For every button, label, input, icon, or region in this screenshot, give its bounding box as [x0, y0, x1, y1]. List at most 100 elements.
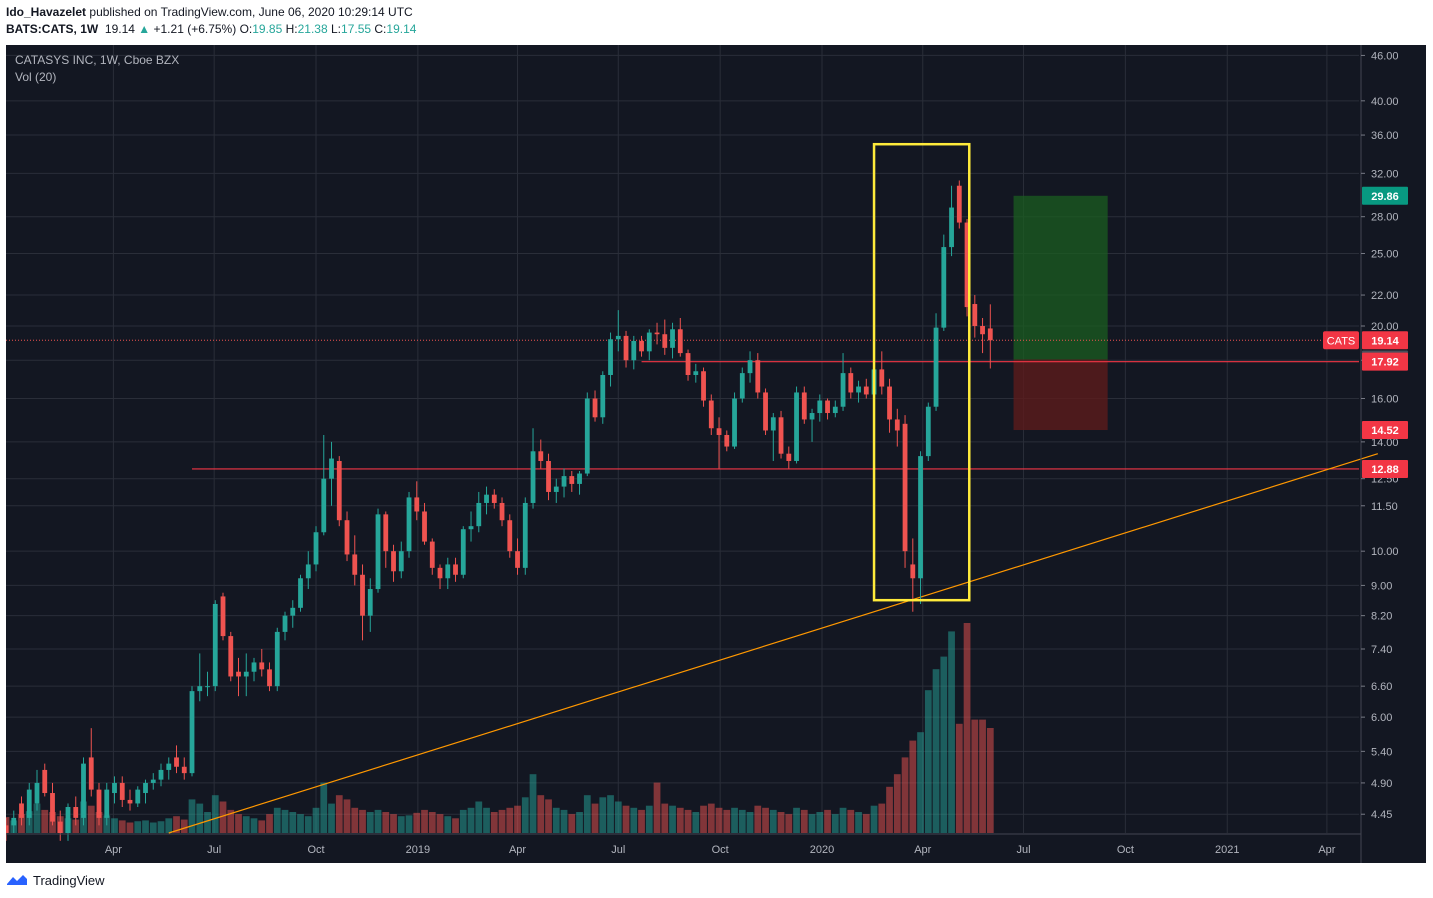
volume-bar — [452, 818, 459, 833]
volume-bar — [529, 774, 537, 833]
candle-body — [910, 564, 916, 579]
close-value: 19.14 — [386, 22, 417, 36]
candle-body — [739, 373, 745, 399]
volume-bar — [940, 656, 948, 833]
volume-bar — [421, 809, 428, 833]
candle-body — [809, 413, 815, 420]
candle-body — [848, 373, 854, 393]
candle-body — [220, 596, 226, 637]
volume-bar — [498, 809, 506, 833]
volume-bar — [343, 799, 351, 833]
volume-bar — [986, 728, 994, 833]
y-tick-label: 9.00 — [1371, 580, 1392, 592]
candle-body — [778, 417, 784, 454]
y-tick-label: 32.00 — [1371, 168, 1399, 180]
candle-body — [964, 222, 970, 308]
tradingview-logo-icon[interactable] — [6, 873, 28, 887]
volume-bar — [723, 809, 731, 833]
price-chart[interactable]: 46.00 40.00 36.00 32.00 28.00 25.00 22.00 20.00… — [6, 45, 1426, 863]
volume-bar — [839, 807, 847, 833]
candle-body — [398, 551, 404, 572]
chart-header: Ido_Havazelet published on TradingView.c… — [6, 4, 416, 38]
last-price: 19.14 — [104, 22, 135, 36]
symbol-tag-label: CATS — [1327, 335, 1356, 347]
volume-bar — [777, 812, 785, 833]
price-label — [1362, 421, 1408, 440]
volume-bar — [87, 805, 95, 833]
candle-body — [65, 806, 71, 833]
volume-bar — [932, 669, 940, 833]
y-tick-label: 5.40 — [1371, 746, 1392, 758]
volume-bar — [901, 757, 909, 833]
y-tick-label: 22.00 — [1371, 290, 1399, 302]
volume-bar — [847, 809, 855, 833]
volume-bar — [591, 803, 599, 833]
candle-body — [522, 502, 528, 568]
y-tick-label: 10.00 — [1371, 546, 1399, 558]
volume-bar — [924, 690, 932, 833]
volume-bar — [258, 820, 266, 833]
price-label-text: 12.88 — [1371, 464, 1399, 476]
candle-body — [732, 398, 737, 447]
volume-bar — [273, 807, 281, 833]
price-label-text: 17.92 — [1371, 357, 1399, 369]
volume-bar — [630, 807, 638, 833]
chart-title: CATASYS INC, 1W, Cboe BZX — [15, 53, 179, 67]
volume-bar — [870, 805, 878, 833]
symbol-label: BATS:CATS, 1W — [6, 22, 99, 36]
y-tick-label: 28.00 — [1371, 212, 1399, 224]
change-arrow-icon: ▲ — [138, 22, 151, 36]
candle-body — [360, 574, 365, 616]
volume-bar — [467, 807, 475, 833]
price-change: +1.21 (+6.75%) — [153, 22, 237, 36]
volume-bar — [335, 795, 343, 833]
y-tick-label: 4.90 — [1371, 778, 1392, 790]
price-label-text: 29.86 — [1371, 191, 1399, 203]
volume-bar — [800, 809, 808, 833]
candle-body — [685, 353, 691, 376]
candle-body — [375, 514, 381, 590]
volume-bar — [304, 816, 312, 833]
candle-body — [135, 789, 141, 804]
brand-label[interactable]: TradingView — [33, 872, 105, 888]
x-tick-label: 2019 — [406, 844, 430, 856]
candle-body — [391, 551, 396, 572]
volume-bar — [762, 807, 769, 833]
volume-bar — [219, 801, 227, 833]
high-value: 21.38 — [297, 22, 328, 36]
volume-bar — [366, 812, 374, 833]
candle-body — [693, 371, 699, 376]
symbol-tag — [1323, 331, 1359, 350]
candle-body — [887, 386, 892, 420]
volume-bar — [754, 805, 762, 833]
candle-body — [88, 757, 94, 790]
footer: TradingView — [6, 870, 105, 890]
price-label-text: 14.52 — [1371, 425, 1399, 437]
volume-bar — [72, 819, 80, 833]
volume-bar — [173, 816, 180, 833]
candle-body — [212, 603, 218, 687]
volume-bar — [917, 732, 924, 833]
candle-body — [150, 779, 156, 783]
volume-bar — [785, 814, 793, 833]
candle-body — [515, 551, 520, 568]
candle-body — [600, 375, 606, 418]
candle-body — [267, 669, 272, 687]
candle-body — [26, 789, 32, 818]
candle-body — [577, 473, 582, 484]
close-label: C: — [374, 22, 387, 36]
candle-body — [584, 398, 590, 474]
candle-body — [298, 578, 303, 608]
volume-bar — [692, 812, 700, 833]
volume-bar — [521, 797, 529, 833]
author-name[interactable]: Ido_Havazelet — [6, 5, 87, 19]
candle-body — [499, 502, 505, 521]
candle-body — [987, 328, 993, 341]
candle-body — [290, 607, 296, 616]
x-tick-label: Apr — [914, 844, 931, 856]
volume-bar — [909, 740, 917, 833]
candle-body — [615, 335, 621, 340]
candle-body — [174, 757, 179, 767]
price-label — [1362, 186, 1408, 205]
volume-bar — [250, 818, 258, 833]
